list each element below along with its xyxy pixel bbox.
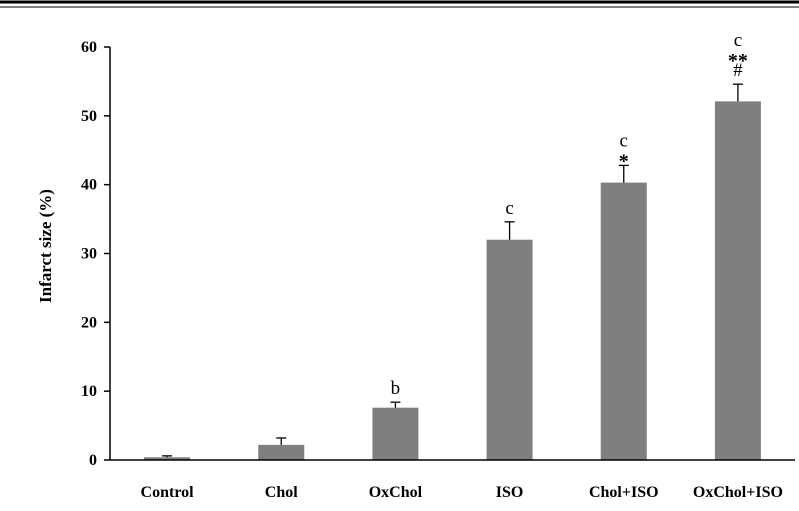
y-tick-label: 50 <box>81 108 97 125</box>
y-tick-label: 30 <box>81 246 97 263</box>
significance-label: c <box>505 198 513 219</box>
bars: bc*c#**c <box>144 30 761 461</box>
y-axis: 0 10 20 30 40 50 60 <box>81 39 110 469</box>
x-tick-label: ISO <box>496 484 524 501</box>
y-tick-label: 20 <box>81 314 97 331</box>
significance-label: c <box>620 130 628 151</box>
x-tick-label: Chol+ISO <box>589 484 659 501</box>
bar <box>714 101 761 461</box>
x-tick-label: OxChol+ISO <box>693 484 783 501</box>
y-tick-label: 10 <box>81 383 97 400</box>
significance-label: ** <box>728 50 748 72</box>
x-tick-label: Control <box>141 484 195 501</box>
x-tick-label: Chol <box>265 484 298 501</box>
x-axis-labels: Control Chol OxChol ISO Chol+ISO OxChol+ISO <box>141 484 783 501</box>
y-axis-title: Infarct size (%) <box>36 189 55 303</box>
bar <box>372 407 419 460</box>
bar <box>486 239 533 460</box>
x-tick-label: OxChol <box>369 484 423 501</box>
y-tick-label: 40 <box>81 177 97 194</box>
bar <box>600 182 647 460</box>
y-tick-label: 60 <box>81 39 97 56</box>
y-tick-label: 0 <box>89 452 97 469</box>
significance-label: * <box>619 150 629 172</box>
bar <box>258 444 305 460</box>
significance-label: b <box>391 378 401 399</box>
significance-label: c <box>734 30 742 51</box>
significance-label: # <box>733 60 743 81</box>
bar <box>144 457 191 460</box>
